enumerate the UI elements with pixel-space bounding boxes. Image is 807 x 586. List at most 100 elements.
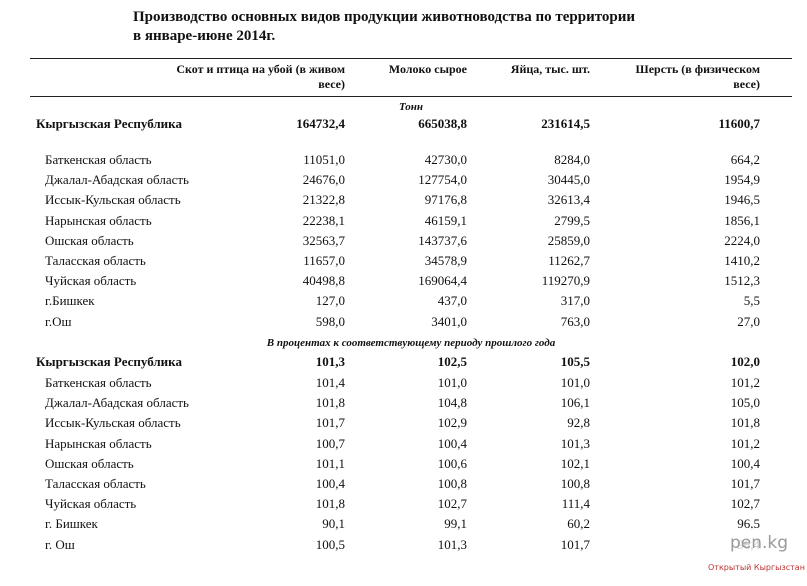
- row-label: Ошская область: [45, 455, 134, 471]
- cell: 101,2: [730, 375, 760, 390]
- cell: 102,7: [730, 496, 760, 512]
- cell: 92,8: [567, 415, 590, 431]
- cell: 101,3: [315, 354, 345, 369]
- cell: 25859,0: [547, 232, 590, 248]
- cell: 127754,0: [418, 172, 467, 188]
- cell: 11262,7: [548, 253, 590, 268]
- row-label: Таласская область: [45, 476, 146, 491]
- cell: 169064,4: [418, 273, 467, 289]
- title-line: Производство основных видов продукции жи…: [133, 9, 636, 25]
- cell: 664,2: [730, 152, 760, 167]
- cell: 100,8: [437, 476, 467, 491]
- cell: 40498,8: [302, 273, 345, 289]
- row-label: г.Ош: [45, 313, 72, 329]
- row-label: Баткенская область: [45, 375, 152, 390]
- column-header: Яйца, тыс. шт.: [510, 62, 590, 76]
- cell: 32613,4: [547, 192, 590, 208]
- cell: 665038,8: [418, 116, 467, 131]
- cell: 90,1: [322, 516, 345, 532]
- cell: 1512,3: [724, 273, 760, 289]
- watermark: pen.kg Открытый Кыргызстан: [700, 528, 805, 578]
- row-label: Ошская область: [45, 232, 134, 248]
- cell: 99,1: [444, 516, 467, 532]
- cell: 598,0: [315, 313, 345, 329]
- cell: 96,5: [737, 516, 760, 532]
- row-label: Кыргызская Республика: [36, 116, 182, 131]
- cell: 101,8: [730, 415, 760, 431]
- cell: 1410,2: [724, 253, 760, 268]
- cell: 42730,0: [424, 152, 467, 167]
- cell: 143737,6: [418, 232, 467, 248]
- cell: 100,6: [437, 455, 467, 471]
- cell: 22238,1: [302, 212, 345, 228]
- row-label: Баткенская область: [45, 152, 152, 167]
- cell: 102,1: [560, 455, 590, 471]
- cell: 101,7: [560, 536, 590, 552]
- row-label: Нарынская область: [45, 212, 152, 228]
- cell: 100,4: [730, 455, 760, 471]
- cell: 100,5: [315, 536, 345, 552]
- row-label: Иссык-Кульская область: [45, 415, 181, 431]
- rule: [30, 58, 792, 59]
- row-label: г. Ош: [45, 536, 75, 552]
- cell: 105,5: [560, 354, 590, 369]
- watermark-site: pen.kg: [730, 533, 789, 553]
- row-label: Иссык-Кульская область: [45, 192, 181, 208]
- watermark-caption: Открытый Кыргызстан: [708, 563, 805, 572]
- row-label: Джалал-Абадская область: [45, 172, 189, 188]
- row-label: г. Бишкек: [45, 516, 98, 532]
- cell: 101,8: [315, 395, 345, 411]
- section-label: В процентах к соответствующему периоду п…: [266, 337, 556, 349]
- column-header: Молоко сырое: [388, 62, 467, 76]
- cell: 100,4: [315, 476, 345, 491]
- cell: 11657,0: [303, 253, 345, 268]
- cell: 231614,5: [541, 116, 590, 131]
- cell: 5,5: [743, 293, 760, 309]
- cell: 100,7: [315, 435, 345, 451]
- cell: 1856,1: [724, 212, 760, 228]
- cell: 46159,1: [424, 212, 467, 228]
- cell: 101,2: [730, 435, 760, 451]
- row-label: Чуйская область: [45, 273, 137, 289]
- cell: 104,8: [437, 395, 467, 411]
- cell: 11600,7: [718, 116, 760, 131]
- row-label: Кыргызская Республика: [36, 354, 182, 369]
- cell: 27,0: [737, 313, 760, 329]
- row-label: г.Бишкек: [45, 293, 95, 309]
- cell: 106,1: [560, 395, 590, 411]
- cell: 101,8: [315, 496, 345, 512]
- row-label: Таласская область: [45, 253, 146, 268]
- cell: 97176,8: [424, 192, 467, 208]
- cell: 105,0: [730, 395, 760, 411]
- cell: 101,7: [315, 415, 345, 431]
- cell: 437,0: [437, 293, 467, 309]
- rule: [30, 96, 792, 97]
- title-line: в январе-июне 2014г.: [133, 28, 276, 44]
- cell: 102,0: [730, 354, 760, 369]
- cell: 30445,0: [547, 172, 590, 188]
- cell: 60,2: [567, 516, 590, 532]
- column-header: Шерсть (в физическом весе): [635, 62, 760, 91]
- cell: 101,0: [437, 375, 467, 390]
- column-header: Скот и птица на убой (в живом весе): [176, 62, 345, 91]
- cell: 8284,0: [554, 152, 590, 167]
- cell: 1946,5: [724, 192, 760, 208]
- cell: 101,1: [315, 455, 345, 471]
- cell: 102,9: [437, 415, 467, 431]
- cell: 100,4: [437, 435, 467, 451]
- cell: 164732,4: [296, 116, 345, 131]
- cell: 101,3: [437, 536, 467, 552]
- cell: 24676,0: [302, 172, 345, 188]
- section-label: Тонн: [398, 101, 424, 113]
- cell: 102,7: [437, 496, 467, 512]
- cell: 111,4: [561, 496, 590, 512]
- cell: 101,4: [315, 375, 345, 390]
- cell: 119270,9: [541, 273, 590, 289]
- cell: 34578,9: [424, 253, 467, 268]
- row-label: Джалал-Абадская область: [45, 395, 189, 411]
- cell: 3401,0: [431, 313, 467, 329]
- cell: 2224,0: [724, 232, 760, 248]
- cell: 127,0: [315, 293, 345, 309]
- cell: 763,0: [560, 313, 590, 329]
